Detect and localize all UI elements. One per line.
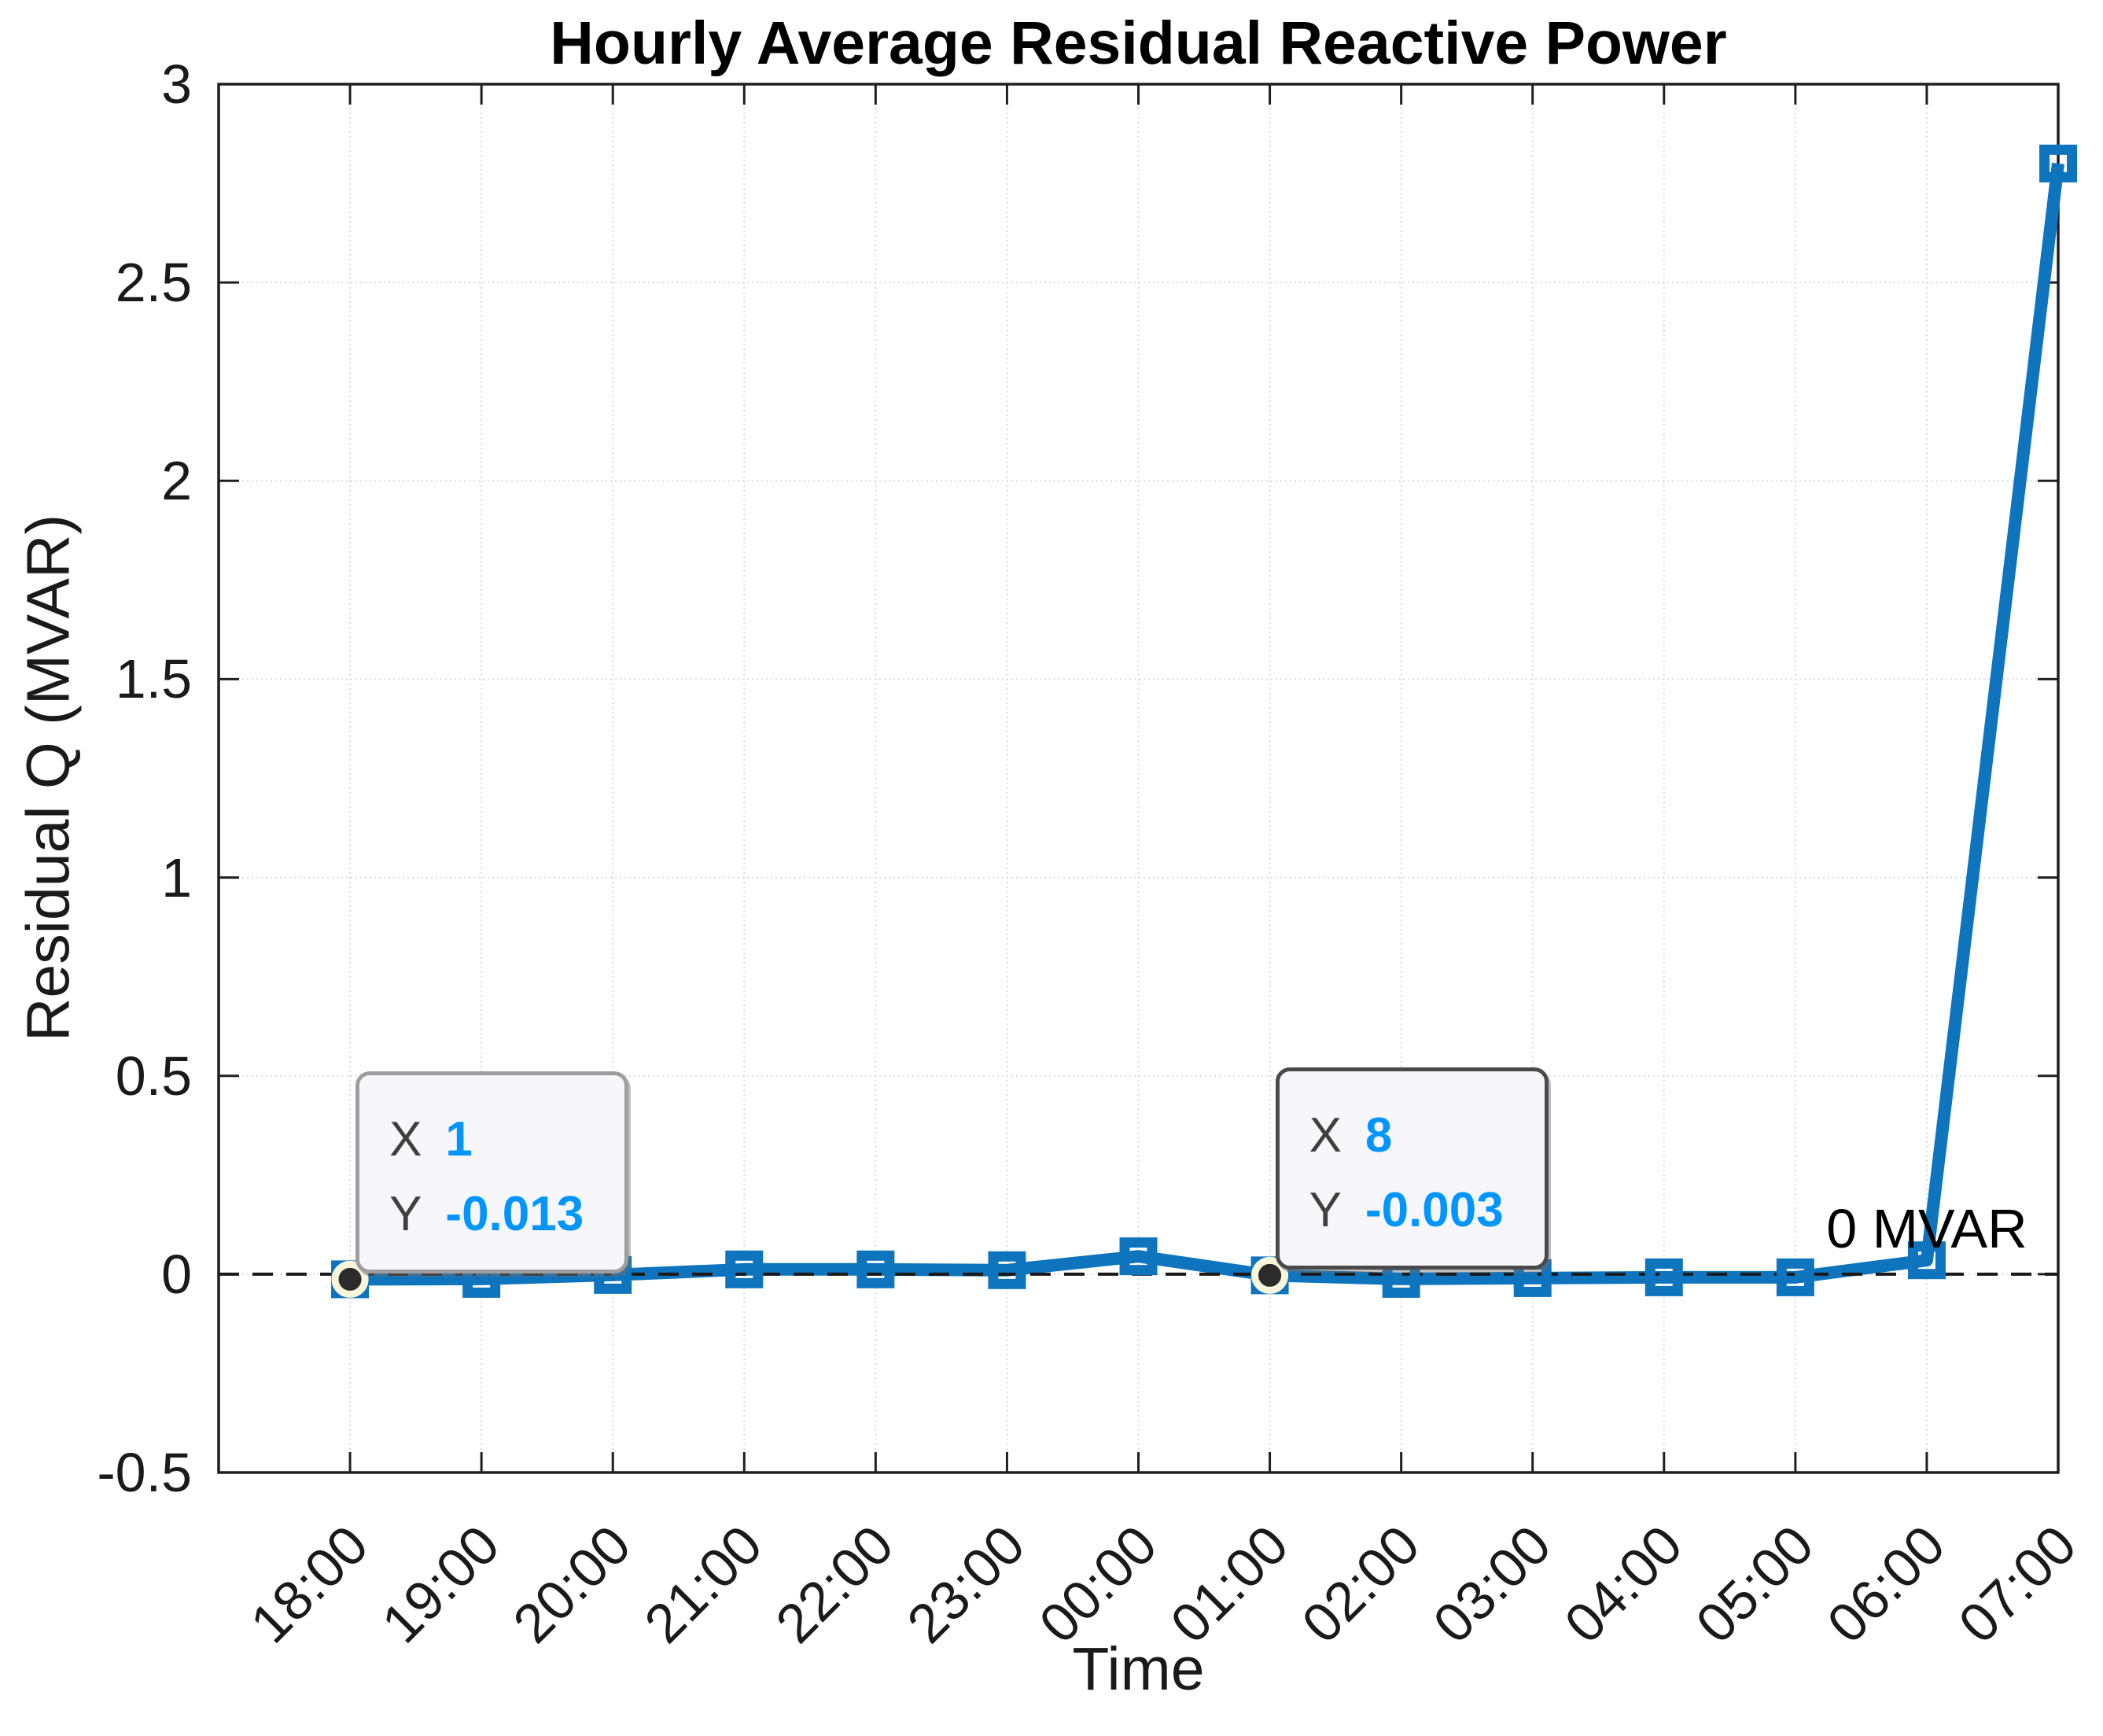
y-tick-label: 0.5	[115, 1045, 192, 1107]
y-tick-label: 1.5	[115, 648, 192, 710]
datatip-x-label: X	[1309, 1108, 1342, 1163]
zero-mvar-annotation: 0 MVAR	[1826, 1197, 2027, 1259]
datatip-box-2[interactable]: X 8 Y -0.003	[1275, 1067, 1549, 1270]
data-marker	[1907, 1241, 1946, 1280]
data-marker	[725, 1250, 764, 1288]
data-marker	[1776, 1258, 1814, 1296]
datatip-anchor-marker	[331, 1260, 369, 1298]
datatip-row: X 1	[389, 1102, 624, 1177]
datatip-box-1[interactable]: X 1 Y -0.013	[355, 1071, 629, 1274]
datatip-x-value: 8	[1365, 1108, 1393, 1163]
datatip-row: Y -0.003	[1309, 1173, 1545, 1248]
y-tick-label: 3	[161, 53, 192, 115]
datatip-row: Y -0.013	[389, 1177, 624, 1251]
y-tick-label: 1	[161, 846, 192, 909]
data-marker	[2039, 144, 2077, 182]
y-tick-label: 0	[161, 1243, 192, 1305]
datatip-x-label: X	[389, 1111, 422, 1167]
datatip-row: X 8	[1309, 1098, 1545, 1173]
data-marker	[1119, 1237, 1158, 1276]
datatip-x-value: 1	[445, 1111, 473, 1167]
y-axis-label: Residual Q (MVAR)	[14, 514, 83, 1042]
datatip-y-label: Y	[1309, 1182, 1342, 1237]
x-axis-label: Time	[1072, 1635, 1205, 1703]
datatip-y-label: Y	[389, 1186, 422, 1241]
chart-title: Hourly Average Residual Reactive Power	[550, 9, 1727, 77]
y-tick-label: 2.5	[115, 252, 192, 314]
y-tick-label: 2	[161, 450, 192, 512]
y-tick-label: -0.5	[97, 1442, 192, 1503]
datatip-y-value: -0.013	[445, 1186, 584, 1241]
datatip-y-value: -0.003	[1365, 1182, 1504, 1237]
data-marker	[1644, 1258, 1683, 1296]
data-marker	[856, 1250, 895, 1288]
data-marker	[988, 1251, 1026, 1289]
datatip-anchor-marker	[1251, 1256, 1289, 1294]
